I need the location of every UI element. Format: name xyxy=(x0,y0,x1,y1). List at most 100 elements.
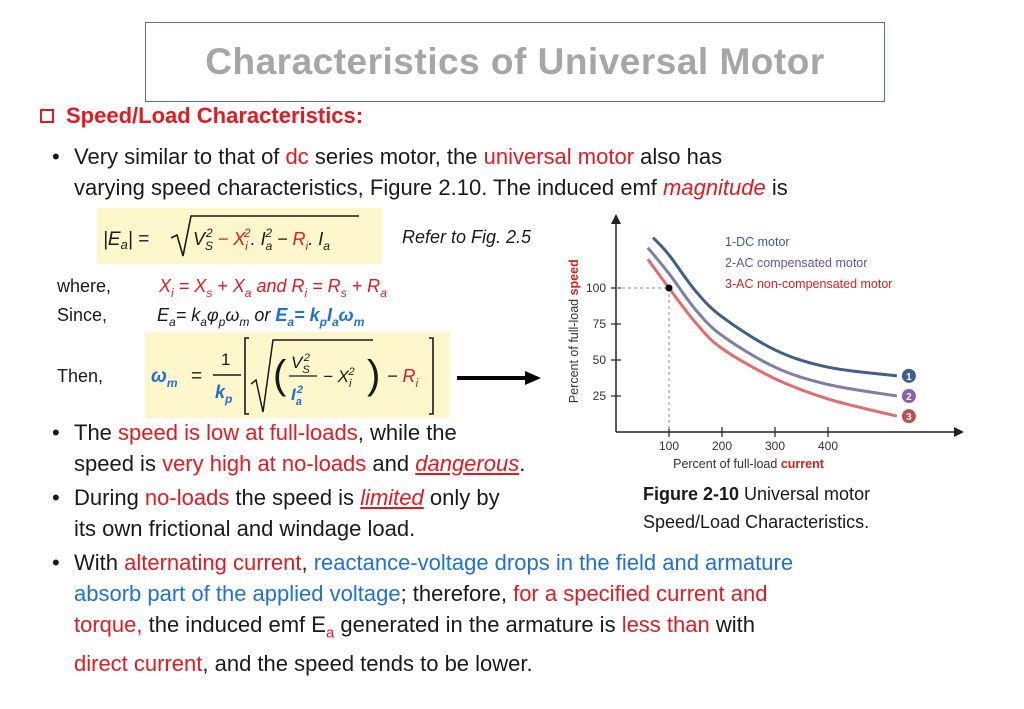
text-red: torque, xyxy=(74,612,143,637)
text: , xyxy=(301,550,314,575)
series-marker-2 xyxy=(901,389,916,403)
bullet-1: • Very similar to that of dc series moto… xyxy=(52,141,954,203)
y-tick-label: 25 xyxy=(593,389,607,403)
text-red: less than xyxy=(621,612,710,637)
svg-text:− Xi2: − Xi2 xyxy=(323,366,355,390)
bullet-dot-icon: • xyxy=(52,420,60,445)
svg-text:|Ea| =: |Ea| = xyxy=(103,229,149,252)
text-red: speed is low at full-loads xyxy=(118,420,358,445)
speed-formula-highlight xyxy=(145,332,450,418)
text-red: universal motor xyxy=(483,144,635,169)
y-tick-label: 75 xyxy=(593,317,607,331)
text-red-italic: dangerous xyxy=(415,451,520,476)
text-red: dc xyxy=(285,144,309,169)
svg-text:− Ri: − Ri xyxy=(387,366,419,390)
series-marker-label-2: 2 xyxy=(906,392,912,403)
text: During xyxy=(74,485,145,510)
text: varying speed characteristics, Figure 2.… xyxy=(74,175,664,200)
x-tick-label: 200 xyxy=(712,439,732,453)
text: Very similar to that of xyxy=(74,144,286,169)
speed-load-chart: 1 2 3 1-DC motor 2-AC compensated motor 3-AC… xyxy=(567,214,964,471)
text: and xyxy=(366,451,416,476)
figure-caption-number: Figure 2-10 xyxy=(643,484,740,504)
text: ; therefore, xyxy=(400,581,514,606)
then-label: Then, xyxy=(57,366,104,386)
text: its own frictional and windage load. xyxy=(74,516,416,541)
bullet-dot-icon: • xyxy=(52,550,60,575)
text: , while the xyxy=(357,420,457,445)
svg-text:1: 1 xyxy=(221,350,230,369)
series-marker-3 xyxy=(901,409,916,424)
text: , and the speed tends to be lower. xyxy=(202,651,533,677)
chart-axes xyxy=(611,214,964,437)
bullet-4: • With alternating current, reactance-vo… xyxy=(52,547,974,679)
emf-formula-highlight xyxy=(97,208,382,264)
series-line-1 xyxy=(651,236,898,378)
text: With xyxy=(74,550,125,575)
text-red-italic: magnitude xyxy=(663,175,766,200)
title-box: Characteristics of Universal Motor xyxy=(145,22,885,102)
text-red: direct current xyxy=(74,651,203,677)
text: . xyxy=(519,451,526,476)
page-title: Characteristics of Universal Motor xyxy=(205,41,825,82)
legend-entry-3: 3-AC non-compensated motor xyxy=(725,277,892,291)
checkbox-bullet-icon xyxy=(40,109,54,123)
chart-series: 1 2 3 xyxy=(646,236,916,424)
svg-text:kp: kp xyxy=(215,382,232,406)
arrow-right-icon xyxy=(457,371,541,385)
text-red: very high at no-loads xyxy=(162,451,367,476)
svg-text:Ea= kaφpωm or Ea= kpIaωm: Ea= kaφpωm or Ea= kpIaωm xyxy=(157,305,365,329)
x-tick-label: 400 xyxy=(818,439,838,453)
bullet-2: • The speed is low at full-loads, while … xyxy=(52,417,614,479)
svg-text:VS2 − Xi2. Ia2 − Ri. Ia: VS2 − Xi2. Ia2 − Ri. Ia xyxy=(193,226,330,253)
since-label: Since, xyxy=(57,305,108,325)
series-line-2 xyxy=(646,246,898,398)
chart-labels: 100 200 300 400 25 50 75 100 Percent of full-loa… xyxy=(567,259,838,471)
operating-point-marker xyxy=(665,284,673,292)
text: speed is xyxy=(74,451,163,476)
y-axis-label: Percent of full-load speed xyxy=(567,259,581,403)
reactance-formula: Xi = Xs + Xa and Ri = Rs + Ra xyxy=(158,276,387,300)
y-tick-label: 50 xyxy=(593,353,607,367)
x-axis-arrow xyxy=(954,427,964,437)
series-marker-label-3: 3 xyxy=(906,412,912,423)
bullet-dot-icon: • xyxy=(52,485,60,510)
emf-formula: |Ea| = VS2 − Xi2. Ia2 − Ri. Ia xyxy=(103,215,359,257)
legend-entry-2: 2-AC compensated motor xyxy=(725,256,867,270)
text-blue: absorb part of the applied voltage xyxy=(74,581,401,606)
where-label: where, xyxy=(57,276,112,296)
x-tick-label: 300 xyxy=(765,439,785,453)
bullet-3: • During no-loads the speed is limited o… xyxy=(52,482,614,544)
text: with xyxy=(709,612,755,637)
text: generated in the armature is xyxy=(334,612,622,637)
svg-text:Xi = Xs + Xa and Ri = Rs +: Xi = Xs + Xa and Ri = Rs + Ra xyxy=(158,276,387,300)
bullet-dot-icon: • xyxy=(52,144,60,169)
x-axis-label: Percent of full-load current xyxy=(673,457,825,471)
speed-formula: ωm = 1 kp ( VS2 Ia2 − Xi2 ) − Ri xyxy=(151,337,434,415)
x-tick-label: 100 xyxy=(659,439,679,453)
text: The xyxy=(74,420,119,445)
figure-caption-text: Universal motor xyxy=(739,484,871,504)
text: the speed is xyxy=(229,485,361,510)
svg-text:VS2: VS2 xyxy=(291,352,310,376)
text: only by xyxy=(423,485,500,510)
figure-caption-text-2: Speed/Load Characteristics. xyxy=(643,512,870,532)
svg-text:ωm: ωm xyxy=(151,366,178,390)
text-red: no-loads xyxy=(144,485,230,510)
emf-relation-formula: Ea= kaφpωm or Ea= kpIaωm xyxy=(157,305,365,329)
series-marker-label-1: 1 xyxy=(906,372,912,383)
text: is xyxy=(765,175,788,200)
figure-caption: Figure 2-10 Universal motor Speed/Load C… xyxy=(643,480,870,536)
text-red: for a specified current and xyxy=(513,581,768,606)
text: the induced emf E xyxy=(142,612,326,637)
chart-legend: 1-DC motor 2-AC compensated motor 3-AC non… xyxy=(725,235,892,291)
refer-note: Refer to Fig. 2.5 xyxy=(402,227,532,247)
svg-text:): ) xyxy=(367,353,380,397)
section-heading: Speed/Load Characteristics: xyxy=(40,103,363,129)
text-red-italic: limited xyxy=(360,485,424,510)
legend-entry-1: 1-DC motor xyxy=(725,235,790,249)
text: series motor, the xyxy=(308,144,484,169)
svg-text:Ia2: Ia2 xyxy=(291,384,303,408)
text-blue: reactance-voltage drops in the field and… xyxy=(313,550,794,575)
svg-text:(: ( xyxy=(273,353,287,397)
